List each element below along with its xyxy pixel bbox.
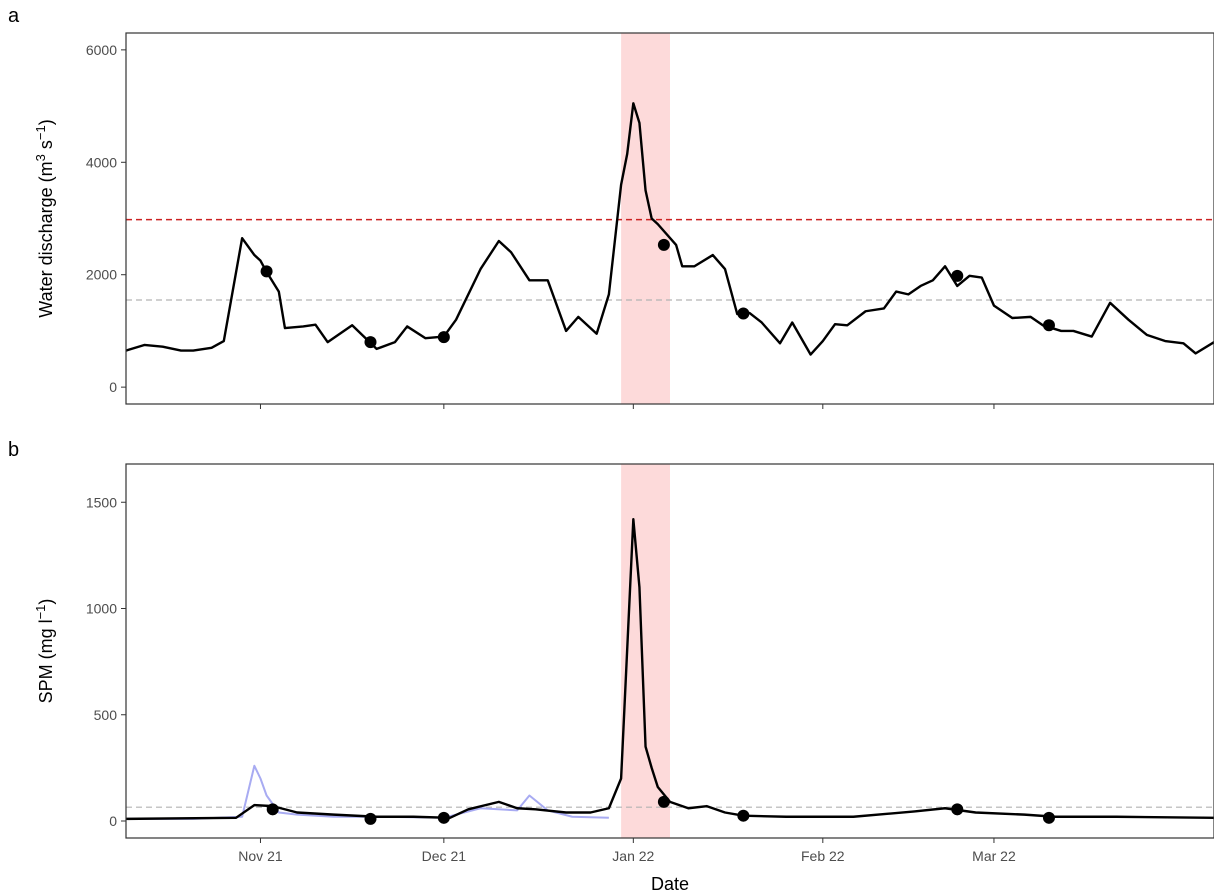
series-line-1 xyxy=(126,102,1214,356)
sample-point xyxy=(364,812,377,825)
y-tick-label: 2000 xyxy=(86,267,117,283)
sample-point xyxy=(657,238,670,251)
sample-point xyxy=(364,336,377,349)
sample-point xyxy=(951,269,964,282)
panel-a: 0 2000 4000 6000 a Water discharge (m3 s−1) xyxy=(8,5,1214,409)
panel-label: b xyxy=(8,439,19,461)
panel-b: 0 500 1000 1500 Nov 21 Dec 21 Jan 22 Feb 22 Mar … xyxy=(8,439,1214,893)
series-line-1 xyxy=(126,764,609,820)
y-tick-label: 0 xyxy=(109,379,117,395)
sample-point xyxy=(737,809,750,822)
plot-border xyxy=(125,463,1214,839)
sample-point xyxy=(951,803,964,816)
x-tick-label: Jan 22 xyxy=(612,848,654,864)
x-tick-label: Feb 22 xyxy=(801,848,845,864)
highlight-band xyxy=(621,33,670,404)
y-tick-label: 0 xyxy=(109,813,117,829)
plot-border xyxy=(125,32,1214,405)
y-axis-title: SPM (mg l−1) xyxy=(33,599,57,704)
y-tick-label: 500 xyxy=(94,707,118,723)
sample-point xyxy=(437,331,450,344)
y-tick-label: 1500 xyxy=(86,494,117,510)
sample-point xyxy=(266,803,279,816)
sample-point xyxy=(737,307,750,320)
x-axis-title: Date xyxy=(651,874,689,893)
highlight-band xyxy=(621,464,670,838)
y-tick-label: 1000 xyxy=(86,601,117,617)
sample-point xyxy=(657,795,670,808)
panel-label: a xyxy=(8,5,20,27)
y-tick-label: 6000 xyxy=(86,42,117,58)
x-tick-label: Nov 21 xyxy=(238,848,283,864)
y-axis-title: Water discharge (m3 s−1) xyxy=(33,119,57,317)
sample-point xyxy=(437,811,450,824)
x-tick-label: Dec 21 xyxy=(422,848,467,864)
x-tick-label: Mar 22 xyxy=(972,848,1016,864)
sample-point xyxy=(260,265,273,278)
sample-point xyxy=(1042,319,1055,332)
sample-point xyxy=(1042,811,1055,824)
y-tick-label: 4000 xyxy=(86,154,117,170)
